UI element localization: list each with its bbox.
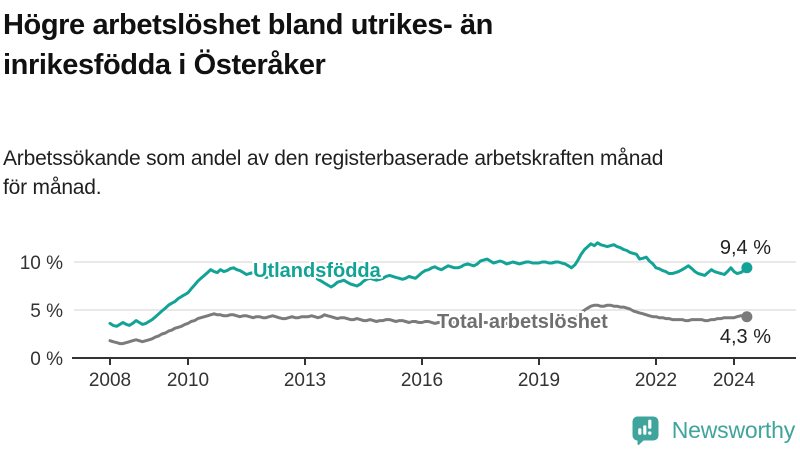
chart-title-line2: inrikesfödda i Österåker (3, 49, 326, 81)
series-end-value: 9,4 % (720, 237, 771, 259)
unemployment-line-chart: 0 % 5 % 10 % 2008 2010 2013 2016 2019 2022 2024 Ut… (20, 237, 796, 391)
x-tick-label: 2019 (518, 370, 560, 391)
series-inline-label: Utlandsfödda (253, 260, 382, 282)
series-end-dot (741, 262, 753, 274)
y-tick-label: 5 % (30, 301, 63, 322)
series-line-utlandsfodda (108, 241, 749, 328)
logo-bar-small (637, 428, 642, 435)
newsworthy-logo-text: Newsworthy (671, 416, 795, 443)
chart-title: Högre arbetslöshet bland utrikes- än inr… (3, 5, 493, 85)
y-tick-label: 0 % (30, 349, 63, 370)
x-tick-label: 2016 (401, 370, 443, 391)
x-tick-label: 2008 (89, 370, 131, 391)
x-tick-label: 2022 (635, 370, 677, 391)
x-tick-label: 2013 (284, 370, 326, 391)
logo-exclamation-bar (647, 419, 652, 429)
chart-subtitle: Arbetssökande som andel av den registerb… (3, 144, 663, 202)
x-tick-label: 2010 (167, 370, 209, 391)
series-line-total (108, 303, 749, 346)
chart-title-line1: Högre arbetslöshet bland utrikes- än (3, 9, 493, 41)
newsworthy-logo-icon (632, 416, 659, 445)
newsworthy-logo: Newsworthy (631, 414, 795, 446)
series-inline-label: Total arbetslöshet (437, 311, 608, 333)
chart-subtitle-line2: för månad. (3, 176, 102, 199)
logo-exclamation-dot (647, 431, 652, 435)
x-tick-label: 2024 (713, 370, 756, 391)
y-tick-label: 10 % (20, 253, 63, 274)
series-end-value: 4,3 % (720, 326, 771, 348)
logo-bar-medium (642, 425, 647, 435)
series-end-dot (741, 311, 753, 323)
chart-subtitle-line1: Arbetssökande som andel av den registerb… (3, 147, 664, 170)
